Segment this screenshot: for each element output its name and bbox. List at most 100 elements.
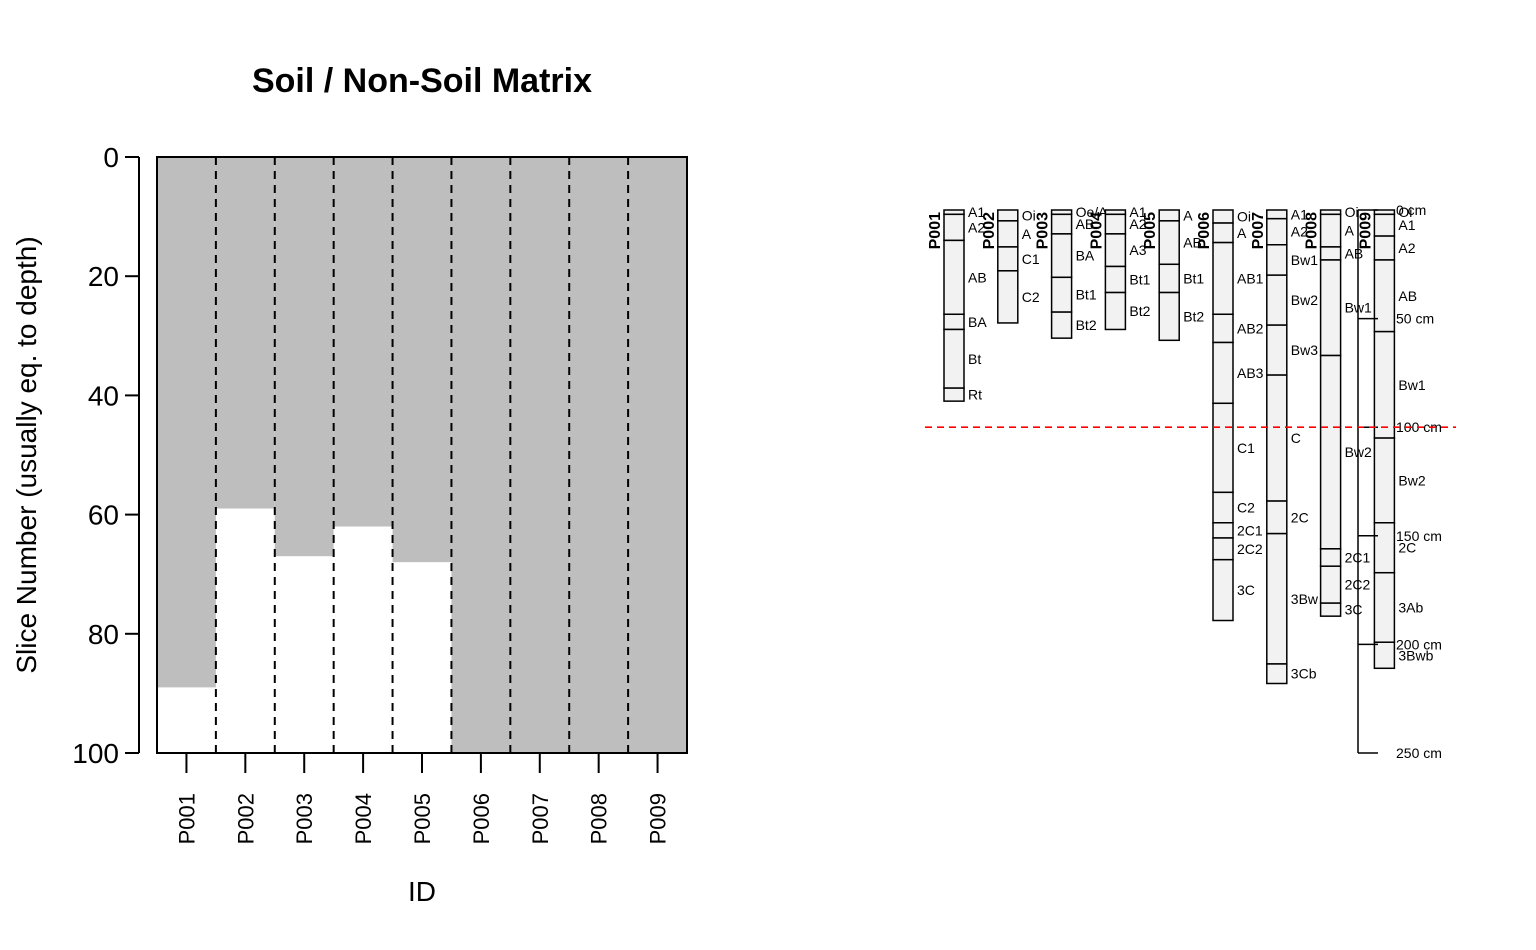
y-tick-label: 20	[88, 261, 119, 292]
horizon-label: A	[1022, 226, 1032, 242]
profile-id-label: P009	[1357, 212, 1374, 249]
y-axis-label: Slice Number (usually eq. to depth)	[11, 236, 42, 673]
depth-tick-label: 50 cm	[1396, 311, 1434, 327]
horizon-label: A	[1345, 223, 1355, 239]
horizon	[1266, 663, 1288, 685]
horizon-label: Rt	[968, 387, 982, 403]
profile-id-label: P005	[1142, 212, 1159, 249]
horizon	[1319, 565, 1342, 604]
horizon-label: BA	[968, 314, 987, 330]
y-tick-label: 100	[72, 738, 119, 769]
horizon	[1050, 311, 1073, 339]
horizon	[943, 239, 965, 316]
horizon	[1373, 259, 1396, 333]
horizon	[1319, 548, 1342, 567]
horizon	[1266, 374, 1288, 502]
soil-matrix-chart: Soil / Non-Soil Matrix Slice Number (usu…	[11, 62, 688, 907]
horizon-label: Bt1	[1183, 270, 1204, 286]
non-soil-cell-p003	[274, 556, 334, 753]
horizon	[1319, 246, 1342, 261]
soil-cell-p001	[157, 157, 216, 688]
horizon	[997, 220, 1019, 248]
soil-cell-p004	[333, 157, 393, 527]
horizon	[1212, 402, 1234, 494]
profile-p007: P007 A1 A2 Bw1 Bw2 Bw3 C 2C 3Bw 3Cb	[1250, 206, 1319, 685]
horizon	[1266, 500, 1288, 535]
depth-tick-label: 250 cm	[1396, 745, 1442, 761]
horizon	[1212, 537, 1234, 561]
horizon-label: A	[1237, 225, 1247, 241]
profile-id-label: P007	[1250, 212, 1267, 249]
profile-p006: P006 OiA AB1 AB2 AB3 C1 C2 2C1 2C2 3C	[1196, 209, 1264, 622]
horizon	[1319, 213, 1342, 248]
horizon-label: Oi	[1345, 204, 1359, 220]
x-axis-label: ID	[408, 876, 436, 907]
non-soil-cell-p001	[157, 687, 216, 753]
horizon-label: Oe/A	[1076, 204, 1109, 220]
soil-cell-p008	[569, 157, 629, 753]
horizon	[943, 387, 965, 402]
horizon	[1373, 235, 1396, 261]
horizon	[1212, 491, 1234, 524]
horizon-label: 3Cb	[1291, 666, 1317, 682]
horizon-label: 2C	[1291, 509, 1309, 525]
horizon-label: 3Ab	[1398, 599, 1423, 615]
horizon	[1373, 641, 1396, 670]
profile-p005: P005 A AB Bt1 Bt2	[1142, 207, 1204, 342]
horizon-label: A1	[1398, 217, 1415, 233]
horizon-label: BA	[1076, 248, 1095, 264]
soil-cell-p006	[451, 157, 511, 753]
horizon	[1104, 265, 1127, 294]
soil-cell-p009	[628, 157, 687, 753]
x-tick-label: P008	[587, 793, 612, 844]
matrix-grid	[156, 156, 688, 754]
horizon	[997, 270, 1019, 324]
horizon	[1373, 571, 1396, 643]
y-axis: 0 20 40 60 80 100	[72, 142, 140, 769]
horizon-label: 3Bw	[1291, 591, 1319, 607]
horizon	[1212, 341, 1234, 405]
x-tick-label: P007	[528, 793, 553, 844]
horizon	[1266, 274, 1288, 326]
y-tick-label: 80	[88, 619, 119, 650]
non-soil-cell-p005	[392, 562, 452, 753]
horizon-label: Bt2	[1076, 317, 1097, 333]
horizon-label: AB1	[1237, 270, 1264, 286]
profile-p008: P008OiAABBw1Bw22C12C23C	[1304, 204, 1372, 617]
profile-id-label: P008	[1304, 212, 1321, 249]
chart-title: Soil / Non-Soil Matrix	[252, 62, 592, 100]
horizon	[1104, 213, 1127, 235]
horizon-label: Bt2	[1183, 308, 1204, 324]
horizon-label: AB3	[1237, 365, 1264, 381]
horizon	[1319, 602, 1342, 617]
horizon	[1319, 259, 1342, 357]
horizon	[1212, 313, 1234, 344]
horizon	[1319, 354, 1342, 550]
horizon	[1158, 209, 1180, 222]
horizon	[1212, 241, 1234, 316]
horizon-label: Oi	[1237, 209, 1251, 225]
horizon-label: 2C1	[1237, 522, 1263, 538]
horizon-label: AB	[1398, 288, 1417, 304]
horizon-label: Bw2	[1291, 292, 1318, 308]
profile-p002: P002 Oi A C1 C2	[981, 207, 1040, 324]
horizon-label: AB	[1183, 235, 1202, 251]
x-tick-label: P005	[410, 793, 435, 844]
horizon-label: Bt1	[1129, 272, 1150, 288]
horizon	[1373, 213, 1396, 237]
horizon-label: C	[1291, 430, 1301, 446]
horizon-label: Bw2	[1398, 472, 1425, 488]
horizon-label: Bw1	[1398, 377, 1425, 393]
horizon-label: A2	[1398, 240, 1415, 256]
depth-tick-label: 200 cm	[1396, 636, 1442, 652]
depth-tick-label: 150 cm	[1396, 528, 1442, 544]
x-tick-label: P006	[469, 793, 494, 844]
horizon	[943, 328, 965, 389]
x-tick-label: P001	[174, 793, 199, 844]
horizon-label: 2C2	[1237, 541, 1263, 557]
horizon	[997, 209, 1019, 222]
